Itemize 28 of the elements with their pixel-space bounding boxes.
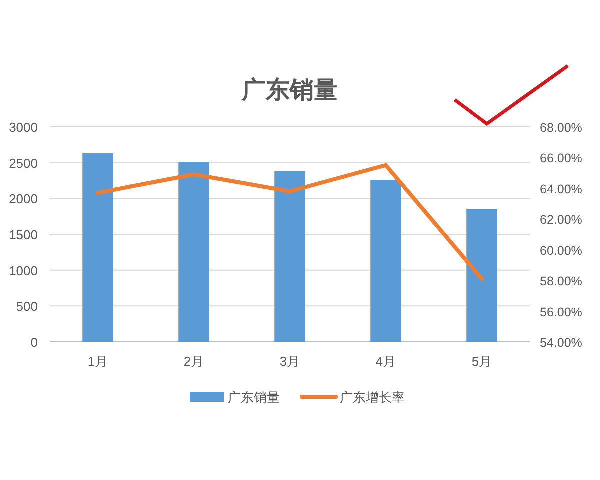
chart-title: 广东销量: [241, 77, 338, 104]
y2-tick-label: 66.00%: [540, 152, 582, 166]
y-tick-label: 0: [30, 335, 38, 350]
x-tick-label: 1月: [88, 354, 108, 369]
y2-tick-label: 56.00%: [540, 305, 582, 320]
y-tick-label: 2000: [9, 192, 38, 207]
legend-label: 广东增长率: [340, 390, 405, 405]
bar: [274, 171, 306, 342]
x-tick-label: 2月: [184, 354, 204, 369]
y-tick-label: 3000: [9, 120, 38, 135]
bar: [370, 180, 402, 342]
y-tick-label: 2500: [9, 156, 38, 171]
x-tick-label: 4月: [376, 354, 396, 369]
y-tick-label: 500: [16, 299, 38, 314]
y-tick-label: 1000: [9, 263, 38, 278]
y-tick-label: 1500: [9, 228, 38, 242]
y2-tick-label: 58.00%: [540, 274, 582, 289]
bar: [82, 154, 114, 342]
y2-tick-label: 60.00%: [540, 244, 582, 258]
bar: [466, 209, 498, 342]
bar: [178, 162, 210, 342]
y2-tick-label: 64.00%: [540, 182, 582, 196]
x-tick-label: 5月: [472, 354, 492, 369]
x-tick-label: 3月: [280, 354, 300, 369]
y2-tick-label: 62.00%: [540, 213, 582, 228]
legend-label: 广东销量: [228, 390, 280, 405]
y2-tick-label: 54.00%: [540, 336, 582, 350]
y2-tick-label: 68.00%: [540, 121, 582, 135]
